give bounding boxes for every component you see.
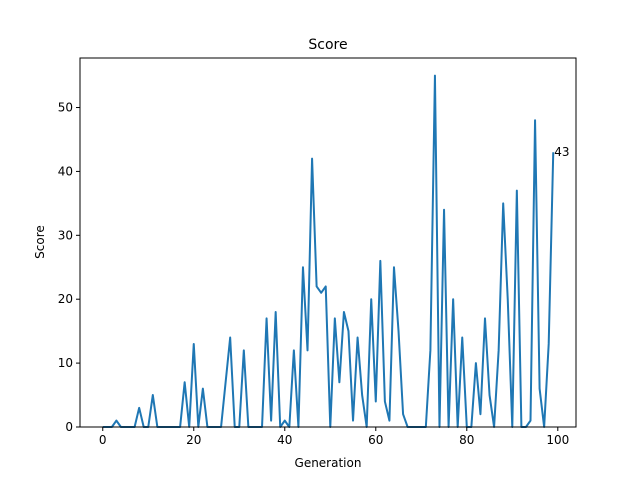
x-axis: 0 20 40 60 80 100 <box>99 427 569 447</box>
x-tick-label: 0 <box>99 433 107 447</box>
y-tick-label: 10 <box>58 356 73 370</box>
x-tick-label: 80 <box>459 433 474 447</box>
y-tick-label: 30 <box>58 228 73 242</box>
y-tick-label: 20 <box>58 292 73 306</box>
x-tick-label: 100 <box>546 433 569 447</box>
x-axis-label: Generation <box>295 456 362 470</box>
y-tick-label: 0 <box>65 420 73 434</box>
x-tick-label: 40 <box>277 433 292 447</box>
y-axis: 0 10 20 30 40 50 <box>58 101 80 434</box>
axes-frame <box>79 57 577 428</box>
chart-title: Score <box>308 37 347 53</box>
last-value-label: 43 <box>554 145 569 159</box>
x-tick-label: 20 <box>186 433 201 447</box>
x-tick-label: 60 <box>368 433 383 447</box>
y-axis-label: Score <box>33 225 47 259</box>
y-tick-label: 50 <box>58 101 73 115</box>
y-tick-label: 40 <box>58 164 73 178</box>
